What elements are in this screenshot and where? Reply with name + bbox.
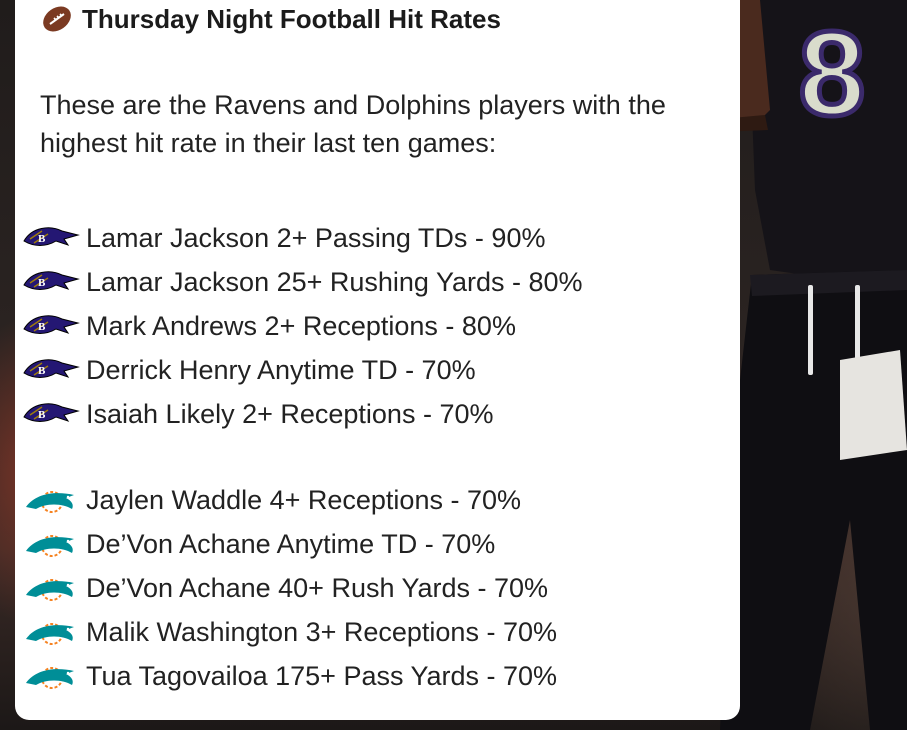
- svg-text:B: B: [38, 409, 46, 421]
- dolphins-logo-icon: [26, 491, 74, 513]
- list-item: B Derrick Henry Anytime TD - 70%: [22, 348, 583, 392]
- list-item: B Mark Andrews 2+ Receptions - 80%: [22, 304, 583, 348]
- hit-rates-card: [15, 0, 740, 720]
- ravens-logo-icon: B: [23, 227, 80, 246]
- list-item: B Isaiah Likely 2+ Receptions - 70%: [22, 392, 583, 436]
- ravens-logo-icon: B: [23, 403, 80, 422]
- list-item: De’Von Achane Anytime TD - 70%: [22, 522, 557, 566]
- ravens-item-text: Mark Andrews 2+ Receptions - 80%: [86, 310, 516, 341]
- list-item: B Lamar Jackson 2+ Passing TDs - 90%: [22, 216, 583, 260]
- dolphins-item-text: De’Von Achane Anytime TD - 70%: [86, 528, 496, 559]
- list-item: Tua Tagovailoa 175+ Pass Yards - 70%: [22, 654, 557, 698]
- list-item: Jaylen Waddle 4+ Receptions - 70%: [22, 478, 557, 522]
- dolphins-item-text: Malik Washington 3+ Receptions - 70%: [86, 616, 557, 647]
- dolphins-logo-icon: [26, 535, 74, 557]
- svg-text:B: B: [38, 365, 46, 377]
- ravens-item-text: Derrick Henry Anytime TD - 70%: [86, 354, 476, 385]
- list-item: Malik Washington 3+ Receptions - 70%: [22, 610, 557, 654]
- dolphins-item-text: Jaylen Waddle 4+ Receptions - 70%: [86, 484, 521, 515]
- dolphins-item-text: Tua Tagovailoa 175+ Pass Yards - 70%: [86, 660, 558, 691]
- ravens-item-text: Lamar Jackson 2+ Passing TDs - 90%: [86, 222, 546, 253]
- ravens-logo-icon: B: [23, 359, 80, 378]
- jersey-number: 8: [799, 7, 866, 141]
- dolphins-logo-icon: [26, 623, 74, 645]
- page-title: Thursday Night Football Hit Rates: [82, 3, 501, 34]
- dolphins-logo-icon: [26, 579, 74, 601]
- dolphins-item-text: De’Von Achane 40+ Rush Yards - 70%: [86, 572, 549, 603]
- ravens-item-text: Isaiah Likely 2+ Receptions - 70%: [86, 398, 494, 429]
- ravens-logo-icon: B: [23, 315, 80, 334]
- football-icon: [43, 6, 71, 32]
- svg-text:B: B: [38, 233, 46, 245]
- svg-text:B: B: [38, 277, 46, 289]
- list-item: De’Von Achane 40+ Rush Yards - 70%: [22, 566, 557, 610]
- svg-text:B: B: [38, 321, 46, 333]
- ravens-list: B Lamar Jackson 2+ Passing TDs - 90% B L…: [22, 216, 583, 436]
- ravens-item-text: Lamar Jackson 25+ Rushing Yards - 80%: [86, 266, 583, 297]
- header: Thursday Night Football Hit Rates: [40, 2, 501, 36]
- dolphins-logo-icon: [26, 667, 74, 689]
- dolphins-list: Jaylen Waddle 4+ Receptions - 70% De’Von…: [22, 478, 557, 698]
- intro-text: These are the Ravens and Dolphins player…: [40, 90, 666, 158]
- list-item: B Lamar Jackson 25+ Rushing Yards - 80%: [22, 260, 583, 304]
- ravens-logo-icon: B: [23, 271, 80, 290]
